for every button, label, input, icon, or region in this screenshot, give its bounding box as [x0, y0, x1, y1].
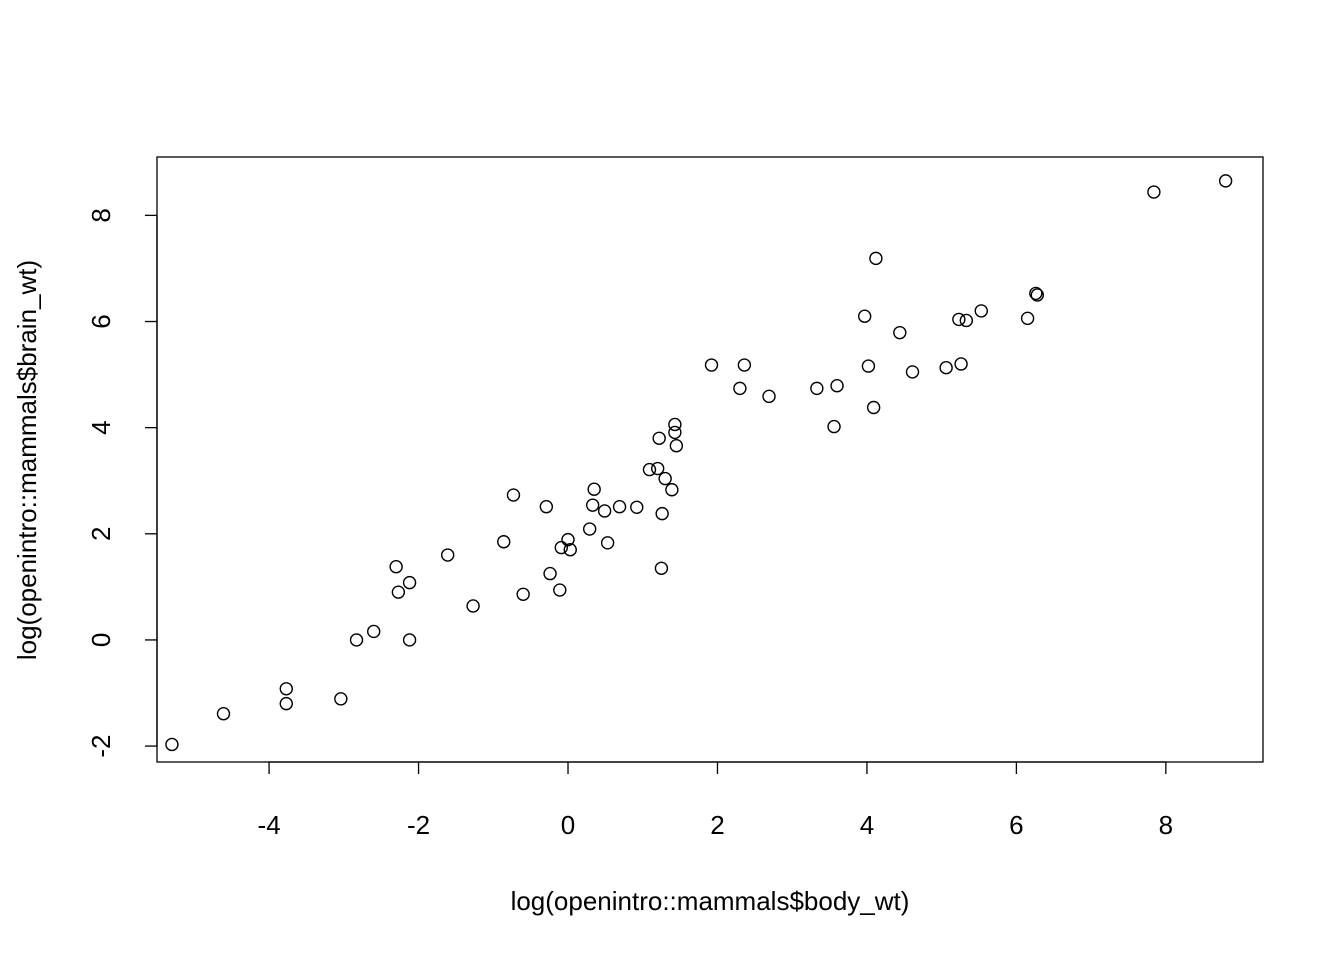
data-point [668, 425, 682, 440]
x-tick-label: 4 [860, 810, 874, 840]
data-point [543, 566, 557, 581]
data-point [389, 560, 403, 574]
data-point [563, 543, 577, 557]
data-point [1029, 286, 1043, 301]
data-point [367, 624, 381, 639]
data-point [737, 358, 752, 372]
data-point [866, 400, 881, 415]
data-point [869, 251, 883, 266]
data-point [658, 471, 672, 486]
plot-frame [156, 156, 1264, 763]
y-tick-label: 8 [86, 208, 116, 222]
data-point [216, 707, 231, 721]
data-point [516, 587, 530, 601]
y-axis-ticks: -2 0 2 4 6 8 [86, 208, 157, 758]
data-point [402, 575, 417, 590]
x-tick-label: -4 [258, 810, 281, 840]
x-tick-label: 0 [561, 810, 575, 840]
data-point [668, 417, 682, 432]
data-point [585, 498, 600, 512]
data-point [279, 696, 293, 711]
data-point [630, 500, 644, 514]
data-point [391, 585, 406, 599]
data-point [652, 431, 666, 445]
x-tick-label: 6 [1009, 810, 1023, 840]
y-tick-label: 2 [86, 527, 116, 541]
x-tick-label: 8 [1159, 810, 1173, 840]
data-point [582, 522, 597, 536]
data-point [830, 379, 844, 393]
data-point [952, 312, 966, 327]
data-point [1030, 288, 1045, 302]
y-tick-label: 6 [86, 314, 116, 328]
x-axis-ticks: -4 -2 0 2 4 6 8 [258, 762, 1173, 840]
data-point [600, 536, 615, 550]
data-point [497, 535, 511, 549]
data-point [279, 682, 293, 696]
data-point [939, 360, 953, 375]
data-point [642, 462, 657, 477]
data-point [553, 583, 567, 597]
y-axis-title: log(openintro::mammals$brain_wt) [12, 260, 42, 660]
data-point [587, 482, 601, 496]
data-point [334, 692, 348, 706]
data-point [554, 540, 568, 555]
y-tick-label: 4 [86, 420, 116, 434]
data-point [1218, 174, 1233, 188]
data-point [669, 439, 684, 453]
y-tick-label: 0 [86, 633, 116, 647]
data-point [893, 325, 907, 340]
data-point [650, 461, 665, 476]
x-tick-label: 2 [710, 810, 724, 840]
data-point [440, 548, 455, 562]
data-point [539, 500, 554, 514]
data-point [655, 506, 669, 521]
data-point [612, 500, 627, 514]
data-point [349, 633, 364, 647]
data-point [762, 389, 776, 404]
data-point [1147, 185, 1161, 199]
data-point [861, 359, 876, 373]
data-point [654, 561, 669, 575]
data-point [954, 357, 968, 371]
data-point [827, 419, 841, 434]
data-point [506, 488, 521, 502]
data-point [733, 381, 747, 396]
data-point [905, 365, 920, 379]
data-points [165, 174, 1233, 752]
data-point [665, 483, 679, 497]
x-tick-label: -2 [407, 810, 430, 840]
data-point [810, 381, 824, 396]
data-point [959, 313, 974, 328]
x-axis-title: log(openintro::mammals$body_wt) [511, 886, 910, 916]
data-point [704, 358, 719, 372]
data-point [857, 309, 872, 323]
data-point [1020, 311, 1035, 326]
data-point [165, 737, 179, 752]
data-point [561, 532, 575, 547]
data-point [974, 304, 988, 318]
data-point [466, 599, 480, 613]
y-tick-label: -2 [86, 735, 116, 758]
data-point [402, 633, 417, 647]
data-point [597, 504, 612, 518]
